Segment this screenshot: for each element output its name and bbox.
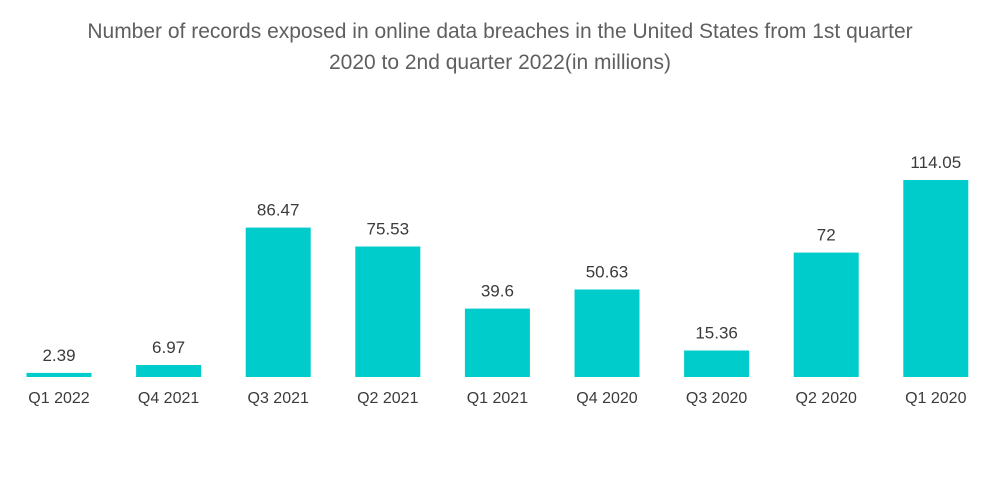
value-label-q2-2021: 75.53	[367, 220, 410, 239]
tick-label-q3-2021: Q3 2021	[248, 390, 309, 407]
tick-label-q2-2020: Q2 2020	[796, 390, 857, 407]
bar-q1-2021	[464, 308, 530, 377]
tick-label-q2-2021: Q2 2021	[357, 390, 418, 407]
value-label-q2-2020: 72	[817, 226, 836, 245]
bar-q3-2021	[245, 227, 311, 377]
tick-label-q1-2022: Q1 2022	[28, 390, 89, 407]
bars-group	[26, 180, 969, 377]
value-labels-group: 2.39 6.97 86.47 75.53 39.6 50.63 15.36 72 114.05	[42, 153, 961, 365]
bar-q4-2020	[574, 289, 640, 377]
bar-q2-2020	[793, 252, 859, 377]
x-axis-tick-labels: Q1 2022 Q4 2021 Q3 2021 Q2 2021 Q1 2021 Q4 20…	[28, 390, 966, 407]
value-label-q4-2020: 50.63	[586, 263, 629, 282]
value-label-q4-2021: 6.97	[152, 338, 185, 357]
chart-title-line-1: Number of records exposed in online data…	[87, 20, 913, 43]
bar-q2-2021	[355, 246, 421, 377]
bar-q4-2021	[136, 365, 202, 377]
tick-label-q4-2020: Q4 2020	[576, 390, 637, 407]
value-label-q1-2020: 114.05	[910, 153, 961, 172]
tick-label-q3-2020: Q3 2020	[686, 390, 747, 407]
chart-title: Number of records exposed in online data…	[0, 16, 1000, 78]
value-label-q3-2020: 15.36	[695, 324, 738, 343]
bar-q1-2020	[903, 180, 969, 377]
value-label-q1-2021: 39.6	[481, 282, 514, 301]
value-label-q1-2022: 2.39	[42, 346, 75, 365]
value-label-q3-2021: 86.47	[257, 201, 300, 220]
tick-label-q1-2020: Q1 2020	[905, 390, 966, 407]
tick-label-q1-2021: Q1 2021	[467, 390, 528, 407]
tick-label-q4-2021: Q4 2021	[138, 390, 199, 407]
bar-q1-2022	[26, 372, 92, 377]
bar-q3-2020	[684, 350, 750, 377]
chart-title-line-2: 2020 to 2nd quarter 2022(in millions)	[328, 51, 672, 74]
